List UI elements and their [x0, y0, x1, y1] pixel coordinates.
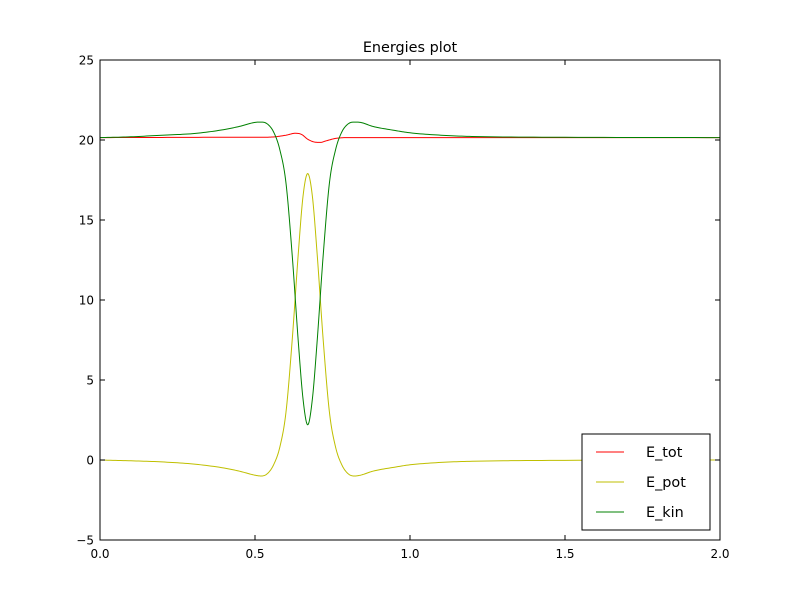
x-tick-label: 0.0 — [90, 547, 109, 561]
legend-label-e-pot: E_pot — [646, 475, 686, 491]
x-tick-label: 2.0 — [710, 547, 729, 561]
y-tick-label: 0 — [86, 454, 94, 468]
series-line-e-pot — [100, 173, 720, 477]
y-tick-label: 5 — [86, 374, 94, 388]
series-line-e-kin — [100, 121, 720, 426]
x-tick-label: 0.5 — [245, 547, 264, 561]
y-tick-label: 20 — [79, 134, 94, 148]
y-tick-label: −5 — [76, 534, 94, 548]
legend-label-e-kin: E_kin — [646, 505, 684, 521]
x-tick-label: 1.0 — [400, 547, 419, 561]
axes-layer: 0.0 0.5 1.0 1.5 2.0 −5 0 5 10 15 20 25 — [76, 54, 729, 562]
series-line-e-tot — [100, 132, 720, 143]
y-tick-label: 10 — [79, 294, 94, 308]
series-layer — [100, 121, 720, 477]
y-tick-label: 25 — [79, 54, 94, 68]
x-tick-label: 1.5 — [555, 547, 574, 561]
chart-title: Energies plot — [363, 40, 458, 56]
y-tick-label: 15 — [79, 214, 94, 228]
legend-label-e-tot: E_tot — [646, 445, 683, 461]
legend: E_tot E_pot E_kin — [581, 433, 711, 531]
